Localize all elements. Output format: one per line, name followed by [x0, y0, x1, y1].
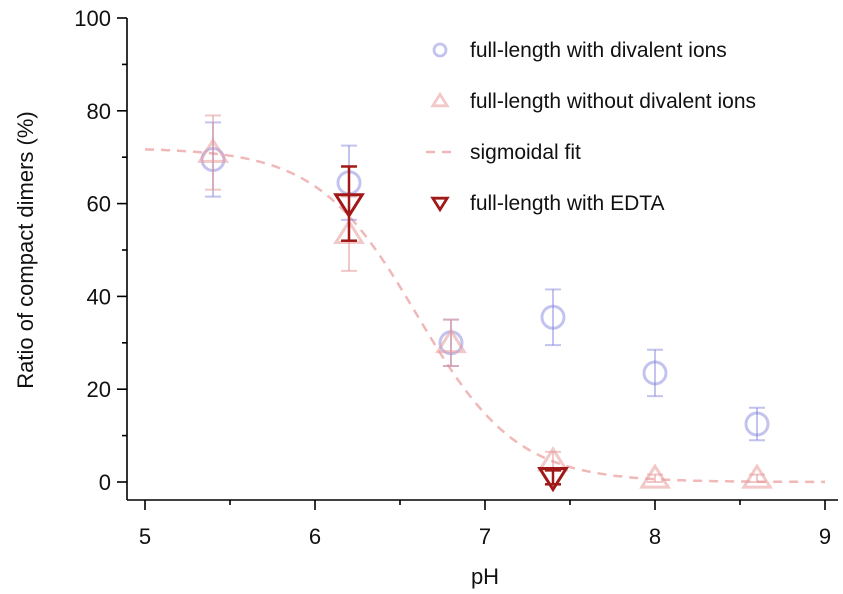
points-layer	[197, 114, 773, 493]
legend-full-length-with-divalent-ions-label: full-length with divalent ions	[470, 39, 727, 62]
full-length-with-divalent-ions-point	[642, 360, 668, 386]
x-tick-label: 6	[309, 524, 321, 549]
legend-full-length-with-divalent-ions-symbol	[432, 42, 448, 58]
axes-layer: 0 20 40 60 80 100 5 6 7 8 9	[74, 6, 838, 549]
full-length-with-divalent-ions-point	[744, 411, 770, 437]
full-length-without-divalent-ions-point	[435, 327, 467, 354]
full-length-with-divalent-ions-point	[540, 304, 566, 330]
full-length-with-edta-point	[333, 193, 365, 219]
sigmoidal-fit-line	[144, 148, 825, 484]
x-axis-title: pH	[471, 564, 499, 589]
full-length-without-divalent-ions-point	[197, 137, 229, 163]
full-length-without-divalent-ions-point	[639, 463, 671, 489]
y-tick-label: 40	[87, 284, 111, 309]
full-length-without-divalent-ions-point	[741, 463, 773, 489]
legend-sigmoidal-fit-label: sigmoidal fit	[470, 141, 581, 164]
y-tick-label: 80	[87, 99, 111, 124]
y-tick-label: 100	[74, 6, 111, 31]
fit-layer	[144, 148, 825, 484]
y-axis-title: Ratio of compact dimers (%)	[13, 111, 38, 389]
legend-full-length-without-divalent-ions-label: full-length without divalent ions	[470, 90, 756, 113]
x-tick-label: 8	[649, 524, 661, 549]
legend-full-length-with-edta-symbol	[430, 196, 450, 213]
y-tick-label: 0	[99, 470, 111, 495]
legend-full-length-with-edta-label: full-length with EDTA	[470, 192, 665, 215]
legend-full-length-without-divalent-ions-symbol	[430, 91, 450, 108]
full-length-with-edta-point	[537, 467, 569, 493]
x-tick-label: 9	[819, 524, 831, 549]
x-tick-label: 5	[139, 524, 151, 549]
full-length-without-divalent-ions-point	[333, 218, 365, 245]
y-tick-label: 60	[87, 192, 111, 217]
x-tick-label: 7	[479, 524, 491, 549]
y-tick-label: 20	[87, 377, 111, 402]
legend: full-length with divalent ions full-lengt…	[426, 39, 756, 215]
